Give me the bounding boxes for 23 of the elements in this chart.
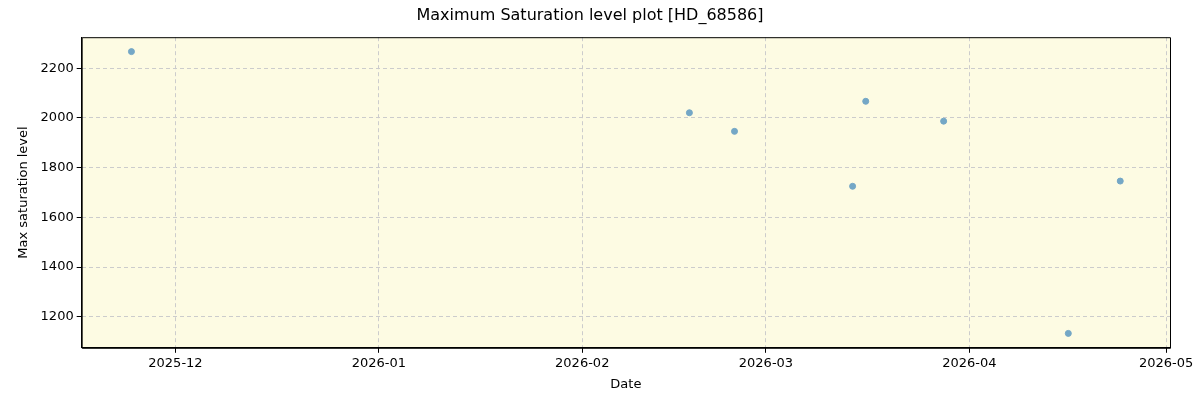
point: [862, 97, 870, 105]
y-axis-title: Max saturation level: [15, 126, 31, 259]
point: [685, 109, 693, 117]
point: [127, 48, 135, 56]
chart-title: Maximum Saturation level plot [HD_68586]: [416, 4, 764, 25]
y-tick-label: 1600: [40, 208, 74, 224]
x-axis-title: Date: [610, 375, 642, 391]
x-tick-label: 2026-01: [351, 354, 407, 370]
x-tick-label: 2026-04: [942, 354, 997, 370]
x-tick-label: 2026-02: [555, 354, 610, 370]
x-tick-label: 2026-03: [738, 354, 794, 370]
y-tick-label: 1200: [40, 308, 74, 324]
x-tick-label: 2025-12: [148, 354, 203, 370]
x-tick-label: 2026-05: [1139, 354, 1194, 370]
y-tick-label: 2200: [40, 59, 74, 75]
point: [1116, 177, 1124, 185]
y-tick-label: 1800: [40, 159, 74, 175]
point: [940, 117, 948, 125]
y-tick-label: 2000: [40, 109, 74, 125]
y-tick-label: 1400: [40, 258, 74, 274]
point: [849, 182, 857, 190]
point: [1064, 329, 1072, 337]
point: [731, 127, 739, 135]
